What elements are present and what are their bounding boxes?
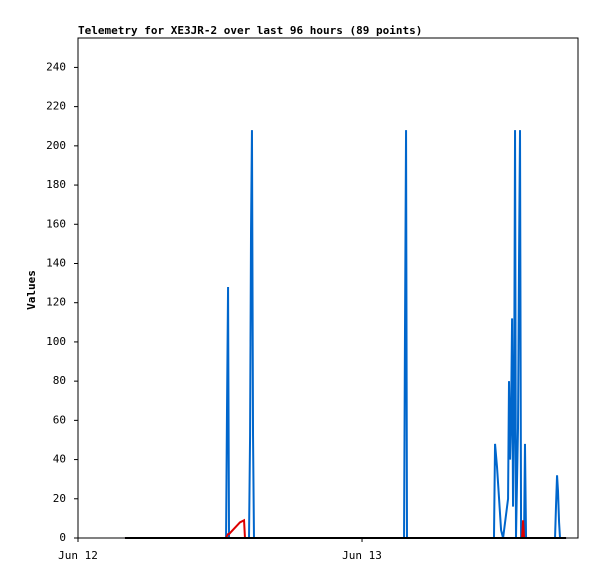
y-tick-label: 120: [46, 296, 66, 309]
x-tick-label: Jun 13: [342, 549, 382, 562]
y-tick-label: 60: [53, 413, 66, 426]
y-tick-label: 20: [53, 492, 66, 505]
series-line: [124, 130, 567, 539]
y-tick-label: 140: [46, 256, 66, 269]
y-tick-label: 200: [46, 139, 66, 152]
x-tick-label: Jun 12: [58, 549, 98, 562]
y-tick-label: 180: [46, 178, 66, 191]
y-tick-label: 80: [53, 374, 66, 387]
y-tick-label: 160: [46, 217, 66, 230]
y-tick-label: 0: [59, 531, 66, 544]
chart-title: Telemetry for XE3JR-2 over last 96 hours…: [78, 24, 422, 37]
y-tick-label: 100: [46, 335, 66, 348]
y-axis-label: Values: [25, 270, 38, 310]
y-tick-label: 240: [46, 60, 66, 73]
y-tick-label: 40: [53, 453, 66, 466]
plot-frame: [77, 37, 579, 539]
y-tick-label: 220: [46, 100, 66, 113]
